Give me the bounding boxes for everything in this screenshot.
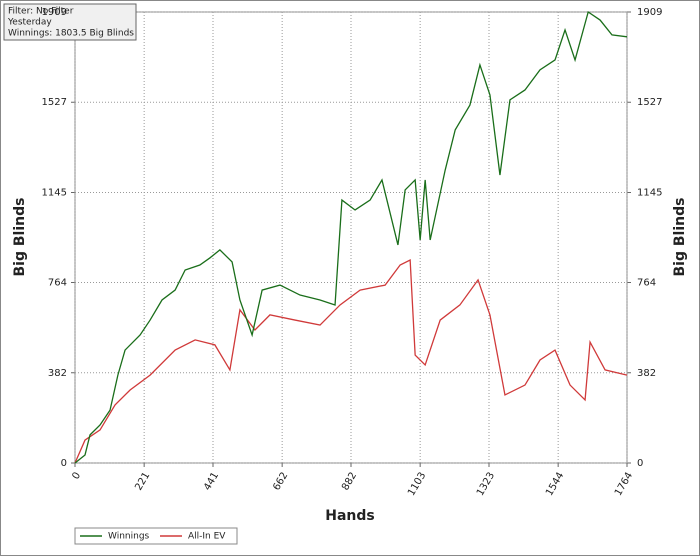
- y-tick-label: 1145: [42, 187, 67, 198]
- y2-tick-label: 1145: [637, 187, 662, 198]
- filter-box: Filter: No Filter Yesterday Winnings: 18…: [3, 3, 137, 41]
- series-line: [74, 10, 628, 464]
- y-axis-label: Big Blinds: [12, 198, 28, 277]
- filter-line: Yesterday: [7, 18, 52, 28]
- y2-tick-label: 764: [637, 278, 656, 289]
- y-tick-label: 1527: [42, 97, 67, 108]
- y2-axis-label: Big Blinds: [672, 198, 688, 277]
- filter-line: Winnings: 1803.5 Big Blinds: [8, 29, 134, 39]
- legend: Winnings All-In EV: [80, 532, 226, 542]
- y-tick-label: 382: [48, 368, 67, 379]
- y2-tick-label: 1909: [637, 7, 662, 18]
- y-tick-label: 1909: [42, 7, 67, 18]
- series-line: [74, 259, 628, 464]
- y2-tick-label: 1527: [637, 97, 662, 108]
- x-axis-label: Hands: [325, 508, 375, 524]
- x-tick-label: 0: [70, 471, 83, 482]
- y-tick-label: 0: [61, 458, 67, 469]
- y-tick-label: 764: [48, 278, 67, 289]
- legend-box: [74, 527, 238, 545]
- filter-line: Filter: No Filter: [8, 7, 74, 17]
- legend-label: All-In EV: [188, 532, 226, 542]
- legend-label: Winnings: [108, 532, 150, 542]
- filter-box-bg: [3, 3, 137, 41]
- plot: [71, 10, 631, 467]
- y2-tick-label: 382: [637, 368, 656, 379]
- y2-tick-label: 0: [637, 458, 643, 469]
